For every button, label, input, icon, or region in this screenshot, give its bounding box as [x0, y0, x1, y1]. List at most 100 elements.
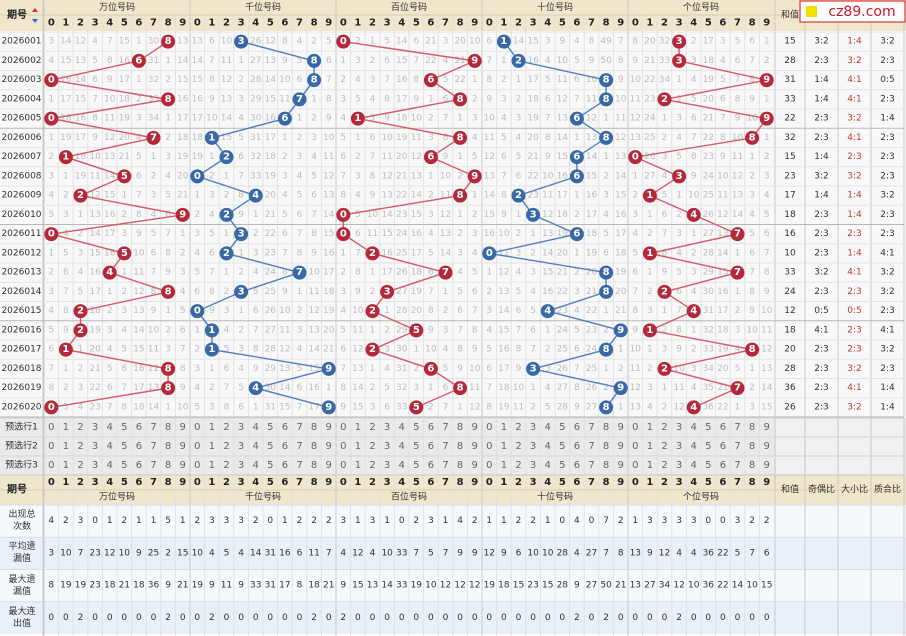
digit-header: 5: [413, 18, 420, 29]
missing-count: 3: [428, 210, 434, 220]
stats-value: 2: [311, 613, 317, 623]
missing-count: 3: [253, 248, 259, 258]
digit-header: 1: [646, 18, 653, 29]
stats-value: 10: [688, 581, 700, 591]
missing-count: 4: [574, 306, 580, 316]
draw-ball: [219, 150, 234, 165]
stats-value: 7: [413, 548, 419, 558]
missing-count: 2: [443, 306, 449, 316]
stats-value: 0: [399, 613, 405, 623]
missing-count: 3: [691, 364, 697, 374]
missing-count: 3: [282, 171, 288, 181]
missing-count: 28: [265, 345, 277, 355]
missing-count: 8: [92, 114, 98, 124]
missing-count: 3: [340, 94, 346, 104]
preselect-digit: 2: [369, 441, 375, 452]
missing-count: 36: [703, 402, 715, 412]
draw-ball: [482, 246, 497, 261]
stats-value: 7: [603, 516, 609, 526]
missing-count: 2: [180, 248, 186, 258]
missing-count: 14: [498, 306, 510, 316]
stats-label: 最大连出值: [8, 606, 36, 629]
preselect-label: 预选行3: [5, 459, 38, 471]
missing-count: 5: [92, 56, 98, 66]
draw-ball: [219, 207, 234, 222]
missing-count: 28: [250, 75, 262, 85]
missing-count: 8: [297, 248, 303, 258]
preselect-digit: 1: [355, 460, 361, 471]
missing-count: 5: [238, 383, 244, 393]
stats-value: 4: [370, 548, 376, 558]
digit-header: 3: [238, 18, 245, 29]
missing-count: 1: [121, 191, 127, 201]
missing-count: 4: [647, 402, 653, 412]
draw-digit: 1: [646, 325, 653, 336]
draw-digit: 0: [48, 113, 55, 124]
missing-count: 9: [618, 75, 624, 85]
missing-count: 5: [209, 229, 215, 239]
missing-count: 3: [749, 191, 755, 201]
stats-value: 21: [177, 581, 188, 591]
missing-count: 8: [311, 229, 317, 239]
missing-count: 35: [703, 383, 714, 393]
stats-value: 4: [340, 548, 346, 558]
stats-value: 7: [78, 548, 84, 558]
preselect-digit: 0: [632, 441, 638, 452]
missing-count: 2: [691, 37, 697, 47]
missing-count: 11: [381, 152, 392, 162]
missing-count: 5: [384, 383, 390, 393]
row-prime-composite: 3:2: [880, 345, 894, 355]
stats-value: 0: [705, 613, 711, 623]
missing-count: 1: [691, 325, 697, 335]
missing-count: 11: [411, 133, 422, 143]
missing-count: 21: [644, 56, 655, 66]
missing-count: 9: [209, 94, 215, 104]
stats-value: 0: [589, 516, 595, 526]
preselect-digit: 4: [545, 441, 551, 452]
missing-count: 5: [253, 287, 259, 297]
preselect-digit: 9: [764, 441, 770, 452]
missing-count: 10: [104, 94, 116, 104]
preselect-digit: 0: [48, 460, 54, 471]
row-sum: 31: [784, 75, 795, 85]
preselect-digit: 1: [647, 460, 653, 471]
draw-digit: 3: [238, 36, 245, 47]
missing-count: 1: [603, 152, 609, 162]
missing-count: 1: [632, 171, 638, 181]
draw-digit: 2: [369, 344, 376, 355]
missing-count: 7: [326, 75, 332, 85]
digit-header: 3: [238, 477, 245, 488]
draw-ball: [569, 150, 584, 165]
missing-count: 17: [177, 114, 188, 124]
stats-value: 2: [574, 613, 580, 623]
stats-value: 1: [545, 516, 551, 526]
draw-ball: [73, 188, 88, 203]
missing-count: 1: [662, 383, 668, 393]
digit-header: 9: [617, 477, 624, 488]
missing-count: 19: [89, 325, 101, 335]
draw-digit: 5: [413, 325, 420, 336]
missing-count: 11: [615, 114, 626, 124]
missing-count: 5: [136, 152, 142, 162]
stats-value: 9: [340, 581, 346, 591]
draw-digit: 8: [165, 383, 172, 394]
missing-count: 5: [107, 364, 113, 374]
missing-count: 4: [749, 210, 755, 220]
preselect-empty: [776, 438, 804, 455]
missing-count: 8: [516, 345, 522, 355]
digit-header: 1: [208, 18, 215, 29]
draw-ball: [759, 111, 774, 126]
preselect-digit: 0: [486, 441, 492, 452]
missing-count: 5: [676, 152, 682, 162]
missing-count: 9: [165, 268, 171, 278]
preselect-digit: 1: [647, 422, 653, 433]
row-sum: 15: [784, 37, 795, 47]
missing-count: 4: [720, 56, 726, 66]
period: 2026019: [1, 383, 41, 393]
row-prime-composite: 2:3: [880, 364, 894, 374]
missing-count: 15: [104, 191, 115, 201]
draw-digit: 5: [121, 248, 128, 259]
digit-header: 1: [646, 477, 653, 488]
draw-ball: [657, 361, 672, 376]
missing-count: 16: [411, 229, 423, 239]
